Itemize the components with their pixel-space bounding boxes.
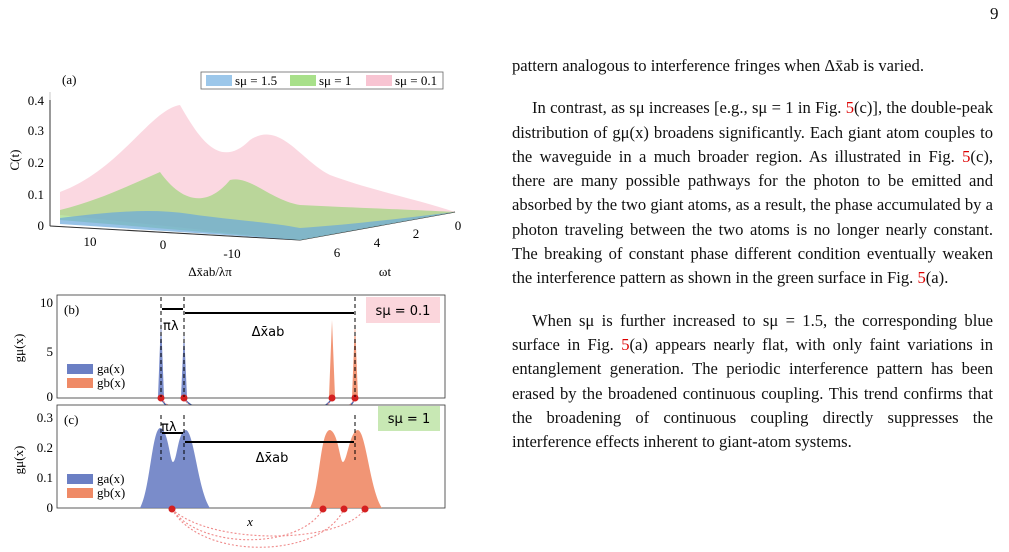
- text-run: (c), there are many possible pathways fo…: [512, 146, 993, 288]
- tick-label: 10: [84, 234, 97, 249]
- annotation: Δx̄ab: [256, 451, 289, 466]
- tick-label: 0.1: [37, 470, 53, 485]
- panel-label: (b): [64, 302, 79, 317]
- text-run: (a) appears nearly flat, with only faint…: [512, 334, 993, 452]
- panel-label: (c): [64, 412, 78, 427]
- axis-label: C(t): [7, 150, 22, 171]
- legend-label: ga(x): [97, 471, 124, 486]
- legend-label: gb(x): [97, 375, 125, 390]
- axis-label: gμ(x): [11, 446, 26, 475]
- axis-label: x: [246, 514, 253, 529]
- tag: sμ = 0.1: [376, 304, 431, 319]
- distribution-plot: [56, 404, 446, 548]
- tick-label: 2: [413, 226, 420, 241]
- tick-label: 5: [47, 344, 54, 359]
- text-run: (a).: [925, 268, 949, 288]
- annotation: πλ: [163, 319, 179, 334]
- tick-label: 10: [40, 295, 53, 310]
- figure: (a) sμ = 1.5 sμ = 1 sμ = 0.1 C(t) 0 0.1 …: [7, 71, 462, 548]
- text-run: In contrast, as sμ increases [e.g., sμ =…: [532, 98, 846, 118]
- paragraph: pattern analogous to interference fringe…: [512, 54, 993, 78]
- tag: sμ = 1: [388, 412, 430, 427]
- legend-label: sμ = 1: [319, 73, 351, 88]
- tick-label: 0: [47, 389, 54, 404]
- text-run: (c)], the double-peak distribution of gμ…: [512, 98, 993, 166]
- tick-label: 0: [160, 237, 167, 252]
- text-run: pattern analogous to interference fringe…: [512, 56, 924, 75]
- figure-ref[interactable]: 5: [917, 268, 926, 288]
- tick-label: 0.2: [37, 440, 53, 455]
- text-run: When sμ is further increased to sμ = 1.5…: [512, 310, 993, 354]
- surface-plot: [49, 71, 456, 241]
- tick-label: 0: [38, 218, 45, 233]
- legend-label: ga(x): [97, 361, 124, 376]
- axis-label: ωt: [379, 264, 392, 279]
- figure-ref[interactable]: 5: [845, 98, 854, 118]
- axis-label: gμ(x): [11, 334, 26, 363]
- legend-label: gb(x): [97, 485, 125, 500]
- tick-label: 0: [455, 218, 462, 233]
- axis-label: Δx̄ab/λπ: [188, 264, 232, 279]
- legend-label: sμ = 0.1: [395, 73, 437, 88]
- figure-ref[interactable]: 5: [621, 334, 630, 354]
- tick-label: 6: [334, 245, 341, 260]
- figure-ref[interactable]: 5: [962, 146, 971, 166]
- legend-label: sμ = 1.5: [235, 73, 277, 88]
- tick-label: 4: [374, 235, 381, 250]
- tick-label: 0.3: [37, 410, 53, 425]
- paragraph: In contrast, as sμ increases [e.g., sμ =…: [512, 96, 993, 290]
- tick-label: 0.1: [28, 187, 44, 202]
- text-column: pattern analogous to interference fringe…: [512, 54, 993, 472]
- tick-label: -10: [223, 246, 240, 261]
- panel-label: (a): [62, 72, 76, 87]
- tick-label: 0: [47, 500, 54, 515]
- tick-label: 0.3: [28, 123, 44, 138]
- tick-label: 0.2: [28, 155, 44, 170]
- page-number: 9: [990, 4, 999, 23]
- paragraph: When sμ is further increased to sμ = 1.5…: [512, 309, 993, 455]
- tick-label: 0.4: [28, 93, 45, 108]
- distribution-plot: [56, 294, 446, 431]
- annotation: πλ: [161, 420, 177, 435]
- annotation: Δx̄ab: [252, 325, 285, 340]
